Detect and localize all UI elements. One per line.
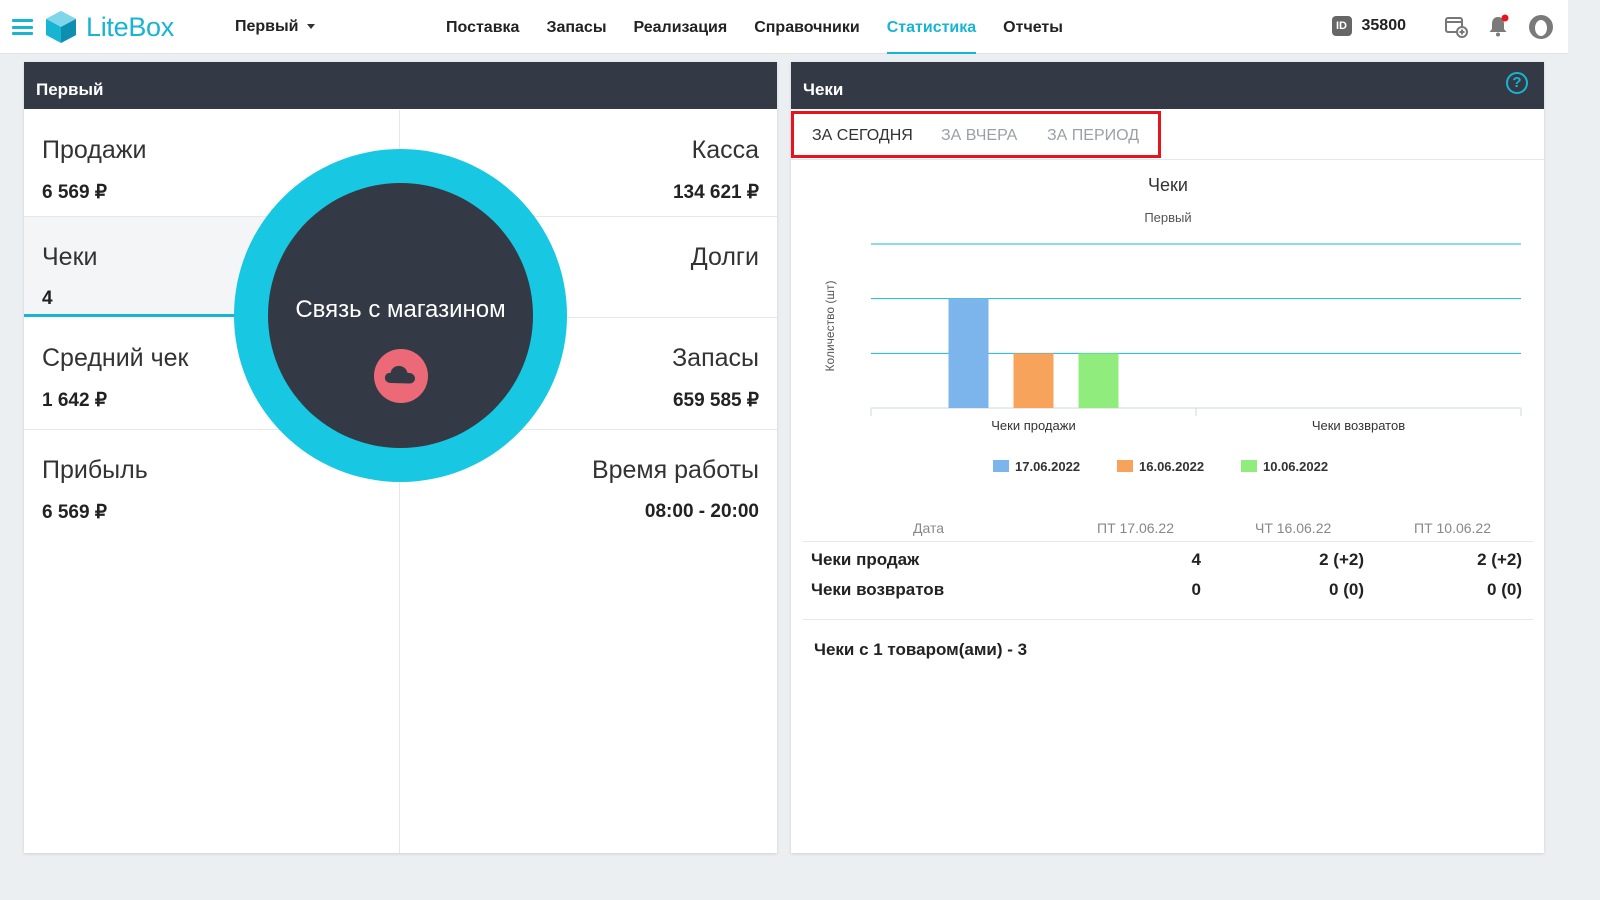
logo[interactable]: LiteBox	[45, 10, 174, 44]
register-add-icon[interactable]	[1444, 14, 1468, 38]
divider	[399, 317, 777, 318]
nav-stock[interactable]: Запасы	[546, 19, 607, 36]
cash-label: Касса	[691, 136, 759, 164]
row-label: Чеки продаж	[811, 550, 920, 569]
tab-yesterday[interactable]: ЗА ВЧЕРА	[941, 127, 1018, 144]
checks-panel-title: Чеки	[803, 80, 844, 99]
hours-cell[interactable]: Время работы 08:00 - 20:00	[592, 456, 759, 523]
debts-cell[interactable]: Долги	[691, 243, 759, 288]
store-connection-button[interactable]: Связь с магазином	[268, 183, 533, 448]
menu-icon[interactable]	[12, 19, 33, 35]
help-icon[interactable]: ?	[1506, 72, 1528, 94]
hours-value: 08:00 - 20:00	[644, 501, 759, 522]
table-cell: 4	[1191, 550, 1201, 569]
chart-svg: Чеки Первый Количество (шт) Чеки продажи Чек…	[823, 175, 1522, 474]
store-connection-widget: Связь с магазином	[234, 149, 567, 482]
profit-value: 6 569 ₽	[42, 502, 107, 523]
nav-statistics[interactable]: Статистика	[886, 0, 977, 54]
litebox-logo-icon	[46, 11, 76, 43]
chart-bar	[948, 298, 989, 408]
stock-label: Запасы	[672, 344, 759, 372]
table-cell: 0	[1191, 580, 1201, 599]
nav-catalogs[interactable]: Справочники	[754, 19, 860, 36]
panel-title: Первый	[24, 62, 777, 109]
header-col: ПТ 17.06.22	[1097, 520, 1174, 536]
legend-label: 16.06.2022	[1139, 459, 1204, 474]
table-row: Чеки продаж 4 2 (+2) 2 (+2)	[803, 542, 1533, 572]
period-tabs: ЗА СЕГОДНЯ ЗА ВЧЕРА ЗА ПЕРИОД	[791, 110, 1544, 160]
legend-swatch	[1241, 460, 1257, 472]
logo-text: LiteBox	[86, 11, 174, 42]
tab-period[interactable]: ЗА ПЕРИОД	[1047, 127, 1140, 144]
top-bar: LiteBox Первый Поставка Запасы Реализаци…	[0, 0, 1568, 54]
table-cell: 2 (+2)	[1319, 550, 1364, 569]
legend-label: 17.06.2022	[1015, 459, 1080, 474]
chart-y-label: Количество (шт)	[823, 281, 837, 372]
main-nav: Поставка Запасы Реализация Справочники С…	[446, 0, 1090, 54]
single-item-checks-note: Чеки с 1 товаром(ами) - 3	[814, 640, 1028, 659]
cloud-icon[interactable]	[374, 349, 428, 403]
panel-title: Чеки ?	[791, 62, 1544, 109]
checks-cell[interactable]: Чеки 4	[42, 243, 97, 310]
cash-cell[interactable]: Касса 134 621 ₽	[673, 136, 759, 204]
chart-bar	[1013, 353, 1054, 408]
legend-swatch	[1117, 460, 1133, 472]
nav-supply[interactable]: Поставка	[446, 19, 520, 36]
header-date: Дата	[913, 520, 945, 536]
table-cell: 2 (+2)	[1477, 550, 1522, 569]
legend-label: 10.06.2022	[1263, 459, 1328, 474]
tab-today[interactable]: ЗА СЕГОДНЯ	[812, 127, 913, 144]
divider	[803, 619, 1533, 620]
header-col: ЧТ 16.06.22	[1255, 520, 1332, 536]
row-label: Чеки возвратов	[811, 580, 945, 599]
checks-label: Чеки	[42, 243, 98, 271]
sales-label: Продажи	[42, 136, 147, 164]
table-cell: 0 (0)	[1487, 580, 1522, 599]
caret-down-icon	[306, 24, 315, 30]
profile-icon[interactable]	[1528, 14, 1553, 39]
store-selector[interactable]: Первый	[235, 18, 315, 36]
chart-bar	[1078, 353, 1119, 408]
checks-value: 4	[42, 288, 53, 309]
avg-check-cell[interactable]: Средний чек 1 642 ₽	[42, 344, 188, 412]
debts-label: Долги	[690, 243, 759, 271]
tabs-highlight-frame	[791, 111, 1161, 158]
sales-cell[interactable]: Продажи 6 569 ₽	[42, 136, 146, 204]
cash-value: 134 621 ₽	[672, 182, 759, 203]
stock-cell[interactable]: Запасы 659 585 ₽	[672, 344, 759, 412]
nav-sales[interactable]: Реализация	[633, 19, 728, 36]
header-col: ПТ 10.06.22	[1414, 520, 1491, 536]
table-cell: 0 (0)	[1329, 580, 1364, 599]
store-selector-label: Первый	[235, 18, 299, 35]
checks-table: Дата ПТ 17.06.22 ЧТ 16.06.22 ПТ 10.06.22…	[803, 518, 1533, 602]
table-header: Дата ПТ 17.06.22 ЧТ 16.06.22 ПТ 10.06.22	[803, 518, 1533, 542]
bell-icon[interactable]	[1486, 14, 1510, 38]
avg-check-value: 1 642 ₽	[42, 390, 107, 411]
account-id: 35800	[1361, 17, 1407, 34]
id-icon: ID	[1331, 16, 1352, 36]
checks-panel: Чеки ? ЗА СЕГОДНЯ ЗА ВЧЕРА ЗА ПЕРИОД Чек…	[791, 62, 1544, 853]
nav-reports[interactable]: Отчеты	[1003, 19, 1063, 36]
legend-swatch	[993, 460, 1009, 472]
store-connection-label: Связь с магазином	[295, 296, 506, 323]
top-right-controls: ID 35800	[1331, 14, 1553, 39]
table-row: Чеки возвратов 0 0 (0) 0 (0)	[803, 572, 1533, 602]
chart-category-label: Чеки продажи	[991, 418, 1075, 433]
chart-category-label: Чеки возвратов	[1312, 418, 1405, 433]
chart-subtitle: Первый	[1144, 210, 1191, 225]
profit-label: Прибыль	[42, 456, 148, 484]
profit-cell[interactable]: Прибыль 6 569 ₽	[42, 456, 148, 524]
chart-title: Чеки	[1148, 175, 1188, 195]
stock-value: 659 585 ₽	[672, 390, 759, 411]
checks-chart: Чеки Первый Количество (шт) Чеки продажи Чек…	[791, 162, 1544, 492]
hours-label: Время работы	[591, 456, 759, 484]
avg-check-label: Средний чек	[42, 344, 189, 372]
sales-value: 6 569 ₽	[42, 182, 107, 203]
